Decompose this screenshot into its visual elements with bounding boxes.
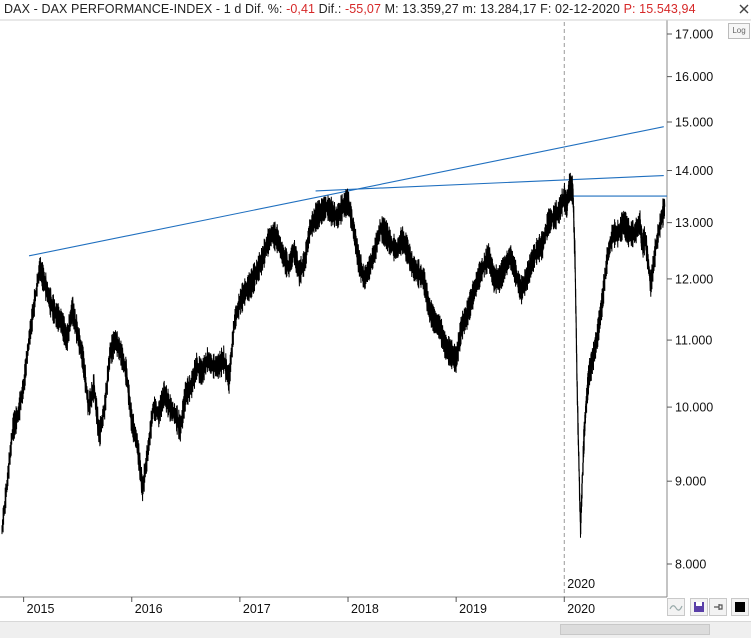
log-scale-button[interactable]: Log — [728, 23, 750, 39]
quote-header: DAX - DAX PERFORMANCE-INDEX - 1 d Dif. %… — [4, 2, 696, 20]
x-tick-label: 2018 — [351, 602, 379, 616]
wave-icon — [669, 605, 683, 611]
y-tick-label: 13.000 — [675, 216, 713, 230]
pin-icon — [714, 604, 723, 610]
floppy-disk-icon — [694, 602, 704, 612]
save-button[interactable] — [690, 598, 708, 616]
max-label: M: — [384, 2, 399, 16]
price-series — [1, 172, 666, 538]
pin-button[interactable] — [709, 598, 727, 616]
scroll-thumb[interactable] — [560, 624, 710, 635]
dif-pct-value: -0,41 — [286, 2, 316, 16]
y-tick-label: 12.000 — [675, 272, 713, 286]
y-tick-label: 15.000 — [675, 116, 713, 130]
min-label: m: — [462, 2, 477, 16]
marker-label: 2020 — [567, 577, 595, 591]
y-tick-label: 14.000 — [675, 164, 713, 178]
p-value: 15.543,94 — [639, 2, 696, 16]
max-value: 13.359,27 — [402, 2, 459, 16]
black-square-icon — [735, 602, 745, 612]
dif-value: -55,07 — [344, 2, 382, 16]
x-tick-label: 2019 — [459, 602, 487, 616]
date-label: F: — [540, 2, 552, 16]
close-icon[interactable] — [739, 4, 749, 14]
color-button[interactable] — [731, 598, 749, 616]
dif-label: Dif.: — [318, 2, 342, 16]
min-value: 13.284,17 — [480, 2, 537, 16]
date-value: 02-12-2020 — [555, 2, 620, 16]
x-axis: 2015 2016 2017 2018 2019 2020 — [23, 597, 595, 616]
period: 1 d — [223, 2, 242, 16]
y-tick-label: 17.000 — [675, 28, 713, 42]
horizontal-scrollbar[interactable] — [0, 621, 751, 638]
separator: - — [215, 2, 221, 16]
dif-pct-label: Dif. %: — [245, 2, 283, 16]
instrument-name: DAX PERFORMANCE-INDEX — [41, 2, 213, 16]
y-tick-label: 9.000 — [675, 475, 706, 489]
separator: - — [33, 2, 38, 16]
p-label: P: — [623, 2, 636, 16]
price-chart[interactable]: 2020 17.000 16.000 15.000 14.000 13.000 12.00… — [0, 0, 751, 621]
symbol: DAX — [4, 2, 31, 16]
trendline — [315, 175, 664, 192]
y-tick-label: 8.000 — [675, 558, 706, 572]
price-line — [1, 172, 666, 538]
x-tick-label: 2016 — [135, 602, 163, 616]
wave-tool-button[interactable] — [667, 598, 685, 616]
y-tick-label: 10.000 — [675, 401, 713, 415]
y-axis: 17.000 16.000 15.000 14.000 13.000 12.000 11.0… — [667, 28, 713, 572]
grid: 2020 — [0, 19, 751, 598]
x-tick-label: 2020 — [567, 602, 595, 616]
y-tick-label: 11.000 — [675, 334, 712, 348]
y-tick-label: 16.000 — [675, 70, 713, 84]
x-tick-label: 2015 — [27, 602, 55, 616]
x-tick-label: 2017 — [243, 602, 271, 616]
